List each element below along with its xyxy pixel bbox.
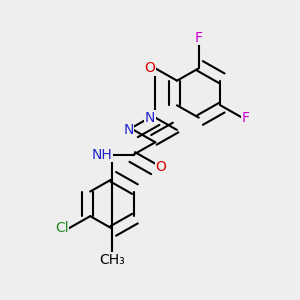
Text: NH: NH	[91, 148, 112, 162]
Text: N: N	[145, 111, 155, 124]
Text: F: F	[195, 31, 203, 45]
Text: F: F	[242, 111, 250, 124]
Text: O: O	[144, 61, 155, 75]
Text: N: N	[123, 123, 134, 137]
Text: Cl: Cl	[55, 221, 68, 236]
Text: CH₃: CH₃	[99, 253, 125, 267]
Text: O: O	[155, 160, 166, 174]
